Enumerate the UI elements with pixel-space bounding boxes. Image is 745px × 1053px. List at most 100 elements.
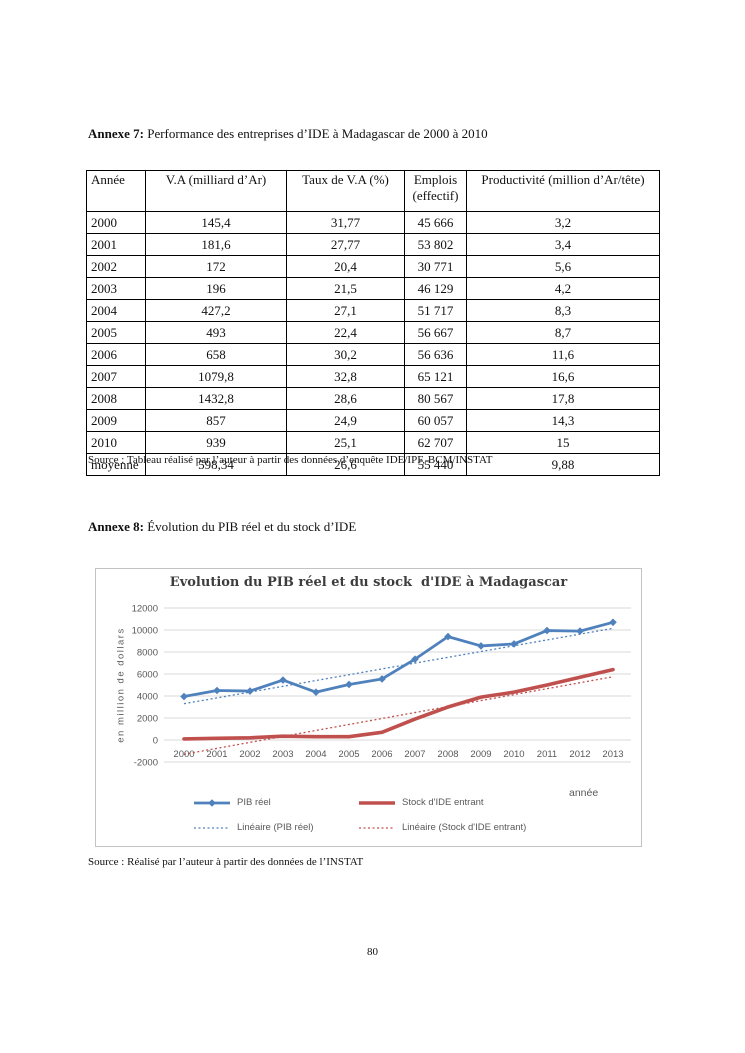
svg-text:2002: 2002 [239,749,260,760]
legend-item-pib-reel: PIB réel [194,797,271,808]
table-cell: 493 [145,321,287,344]
table-cell: 60 057 [404,409,467,432]
svg-text:2005: 2005 [338,749,359,760]
table-cell: 30,2 [286,343,405,366]
table-row: 2009 857 24,9 60 057 14,3 [86,409,660,432]
svg-text:2007: 2007 [404,749,425,760]
table-cell: 55 440 [404,453,467,476]
table-row: 2006 658 30,2 56 636 11,6 [86,343,660,366]
table-cell: 145,4 [145,211,287,234]
annexe8-heading-label: Annexe 8: [88,519,144,534]
table-cell: 4,2 [466,277,660,300]
table-cell: 27,77 [286,233,405,256]
line-marker-icon [359,798,395,808]
page-number: 80 [367,946,378,958]
chart-container: Evolution du PIB réel et du stock d'IDE … [95,568,642,847]
table-row: 2000 145,4 31,77 45 666 3,2 [86,211,660,234]
annexe7-heading-text: Performance des entreprises d’IDE à Mada… [143,126,488,141]
table-cell: 32,8 [286,365,405,388]
table-cell: 1432,8 [145,387,287,410]
chart-title: Evolution du PIB réel et du stock d'IDE … [169,575,568,590]
svg-text:2013: 2013 [602,749,623,760]
table-cell: 53 802 [404,233,467,256]
table-row-moyenne: moyenne 598,34 26,6 55 440 9,88 [86,453,660,476]
svg-text:2006: 2006 [371,749,392,760]
legend-label: Linéaire (PIB réel) [237,822,314,833]
table-cell: 857 [145,409,287,432]
y-axis-label: en million de dollars [115,627,127,743]
legend-label: Linéaire (Stock d'IDE entrant) [402,822,527,833]
table-cell: 26,6 [286,453,405,476]
annexe7-table: Année V.A (milliard d’Ar) Taux de V.A (%… [86,170,660,476]
legend-item-stock-ide: Stock d'IDE entrant [359,797,484,808]
table-cell: 31,77 [286,211,405,234]
table-row: 2001 181,6 27,77 53 802 3,4 [86,233,660,256]
table-cell: 24,9 [286,409,405,432]
svg-text:2010: 2010 [503,749,524,760]
table-cell: 51 717 [404,299,467,322]
table-cell: 2008 [86,387,146,410]
svg-text:0: 0 [153,736,158,747]
svg-text:2012: 2012 [569,749,590,760]
table-row: 2002 172 20,4 30 771 5,6 [86,255,660,278]
table-cell: 30 771 [404,255,467,278]
table-cell: 15 [466,431,660,454]
table-cell: 2002 [86,255,146,278]
table-cell: 80 567 [404,387,467,410]
table-header-row: Année V.A (milliard d’Ar) Taux de V.A (%… [86,170,660,212]
svg-text:8000: 8000 [137,648,158,659]
svg-text:2009: 2009 [470,749,491,760]
table-cell: 2007 [86,365,146,388]
svg-text:10000: 10000 [132,626,158,637]
table-row: 2008 1432,8 28,6 80 567 17,8 [86,387,660,410]
column-header-productivite: Productivité (million d’Ar/tête) [466,170,660,212]
svg-text:2000: 2000 [173,749,194,760]
legend-item-lineaire-stock: Linéaire (Stock d'IDE entrant) [359,822,526,833]
dotted-line-marker-icon [194,823,230,833]
line-marker-icon [194,798,230,808]
table-cell: moyenne [86,453,146,476]
svg-text:4000: 4000 [137,692,158,703]
table-cell: 8,3 [466,299,660,322]
svg-text:-2000: -2000 [134,758,158,769]
table-cell: 22,4 [286,321,405,344]
svg-text:6000: 6000 [137,670,158,681]
table-cell: 3,2 [466,211,660,234]
legend-label: PIB réel [237,797,271,808]
table-row: 2004 427,2 27,1 51 717 8,3 [86,299,660,322]
table-cell: 5,6 [466,255,660,278]
line-chart-plot: -2000 0 2000 4000 6000 8000 10000 12000 2000 2001… [132,604,631,769]
table-cell: 65 121 [404,365,467,388]
column-header-va: V.A (milliard d’Ar) [145,170,287,212]
svg-text:2004: 2004 [305,749,326,760]
table-cell: 56 667 [404,321,467,344]
table-cell: 27,1 [286,299,405,322]
table-cell: 939 [145,431,287,454]
table-cell: 427,2 [145,299,287,322]
table-cell: 1079,8 [145,365,287,388]
table-cell: 16,6 [466,365,660,388]
table-cell: 172 [145,255,287,278]
table-cell: 14,3 [466,409,660,432]
svg-text:2003: 2003 [272,749,293,760]
svg-text:2011: 2011 [537,749,557,760]
annexe7-heading-label: Annexe 7: [88,126,144,141]
table-cell: 8,7 [466,321,660,344]
table-cell: 21,5 [286,277,405,300]
annexe8-heading: Annexe 8: Évolution du PIB réel et du st… [88,519,356,535]
table-cell: 62 707 [404,431,467,454]
table-cell: 20,4 [286,255,405,278]
column-header-emplois: Emplois (effectif) [404,170,467,212]
annexe7-source: Source : Tableau réalisé par l’auteur à … [88,454,493,466]
table-cell: 46 129 [404,277,467,300]
table-cell: 2003 [86,277,146,300]
table-row: 2005 493 22,4 56 667 8,7 [86,321,660,344]
table-cell: 3,4 [466,233,660,256]
legend-label: Stock d'IDE entrant [402,797,484,808]
table-cell: 45 666 [404,211,467,234]
dotted-line-marker-icon [359,823,395,833]
table-cell: 11,6 [466,343,660,366]
table-row: 2003 196 21,5 46 129 4,2 [86,277,660,300]
svg-text:2000: 2000 [137,714,158,725]
